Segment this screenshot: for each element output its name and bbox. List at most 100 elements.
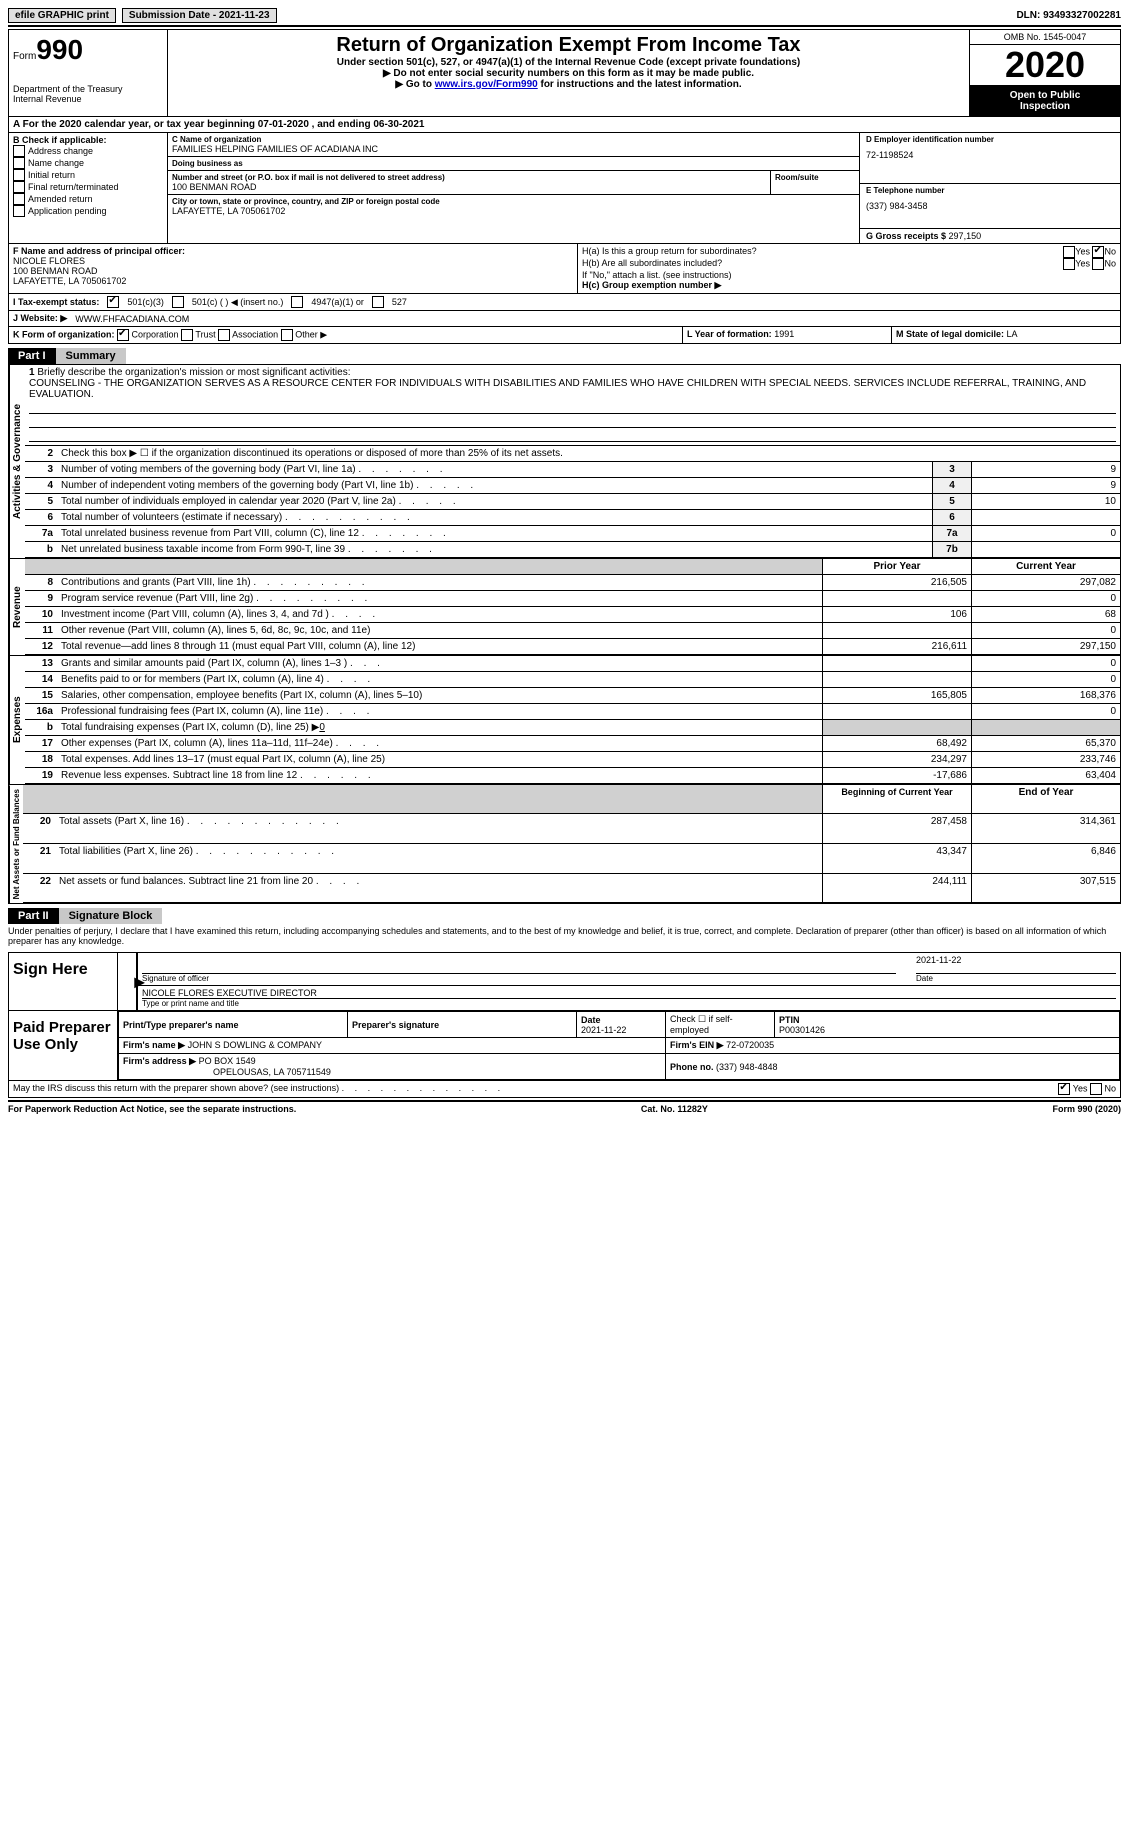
c14: 0 bbox=[972, 672, 1121, 688]
submission-date-value: 2021-11-23 bbox=[219, 10, 270, 21]
c12: 297,150 bbox=[972, 639, 1121, 655]
street-value: 100 BENMAN ROAD bbox=[172, 182, 766, 192]
goto-pre: ▶ Go to bbox=[395, 79, 434, 90]
m-label: M State of legal domicile: bbox=[896, 329, 1007, 339]
c11: 0 bbox=[972, 623, 1121, 639]
hc-label: H(c) Group exemption number ▶ bbox=[582, 280, 1116, 291]
l10-text: Investment income (Part VIII, column (A)… bbox=[61, 609, 329, 620]
chk-address-change[interactable] bbox=[13, 145, 25, 157]
p9 bbox=[823, 591, 972, 607]
chk-app-pending[interactable] bbox=[13, 205, 25, 217]
row-j-website: J Website: ▶ WWW.FHFACADIANA.COM bbox=[8, 311, 1121, 327]
submission-date: Submission Date - 2021-11-23 bbox=[122, 8, 277, 23]
chk-corp[interactable] bbox=[117, 329, 129, 341]
row-a-end: 06-30-2021 bbox=[373, 119, 424, 130]
chk-ha-no[interactable] bbox=[1092, 246, 1104, 258]
c17: 65,370 bbox=[972, 736, 1121, 752]
col-d-ein: D Employer identification number 72-1198… bbox=[859, 133, 1120, 243]
l-year-formation: L Year of formation: 1991 bbox=[683, 327, 892, 343]
l16b-val: 0 bbox=[319, 722, 325, 733]
part1-name: Summary bbox=[56, 348, 126, 364]
principal-officer: F Name and address of principal officer:… bbox=[9, 244, 578, 293]
current-year-hdr: Current Year bbox=[972, 559, 1121, 575]
ha-yes: Yes bbox=[1075, 246, 1090, 256]
website-value: WWW.FHFACADIANA.COM bbox=[75, 314, 189, 324]
i-501c3: 501(c)(3) bbox=[127, 297, 164, 307]
discuss-text: May the IRS discuss this return with the… bbox=[13, 1083, 339, 1093]
hb-yes: Yes bbox=[1075, 258, 1090, 268]
l19-text: Revenue less expenses. Subtract line 18 … bbox=[61, 770, 297, 781]
city-label: City or town, state or province, country… bbox=[172, 197, 855, 206]
j-label: J Website: ▶ bbox=[13, 313, 67, 324]
p16b-grey bbox=[823, 720, 972, 736]
row-a-begin: 07-01-2020 bbox=[258, 119, 309, 130]
chk-discuss-yes[interactable] bbox=[1058, 1083, 1070, 1095]
chk-name-change[interactable] bbox=[13, 157, 25, 169]
eoy-hdr: End of Year bbox=[972, 785, 1121, 814]
irs-link[interactable]: www.irs.gov/Form990 bbox=[435, 79, 538, 90]
ptin-label: PTIN bbox=[779, 1015, 1115, 1025]
chk-initial-return[interactable] bbox=[13, 169, 25, 181]
l3-text: Number of voting members of the governin… bbox=[61, 464, 356, 475]
c16a: 0 bbox=[972, 704, 1121, 720]
l12-text: Total revenue—add lines 8 through 11 (mu… bbox=[61, 641, 415, 652]
opt-app-pending: Application pending bbox=[28, 206, 107, 216]
prior-year-hdr: Prior Year bbox=[823, 559, 972, 575]
k-form-of-org: K Form of organization: Corporation Trus… bbox=[9, 327, 683, 343]
chk-assoc[interactable] bbox=[218, 329, 230, 341]
chk-527[interactable] bbox=[372, 296, 384, 308]
i-501c: 501(c) ( ) ◀ (insert no.) bbox=[192, 297, 283, 308]
self-employed: Check ☐ if self-employed bbox=[666, 1012, 775, 1038]
v3: 9 bbox=[972, 462, 1121, 478]
c16b-grey bbox=[972, 720, 1121, 736]
form-prefix: Form bbox=[13, 51, 36, 62]
p15: 165,805 bbox=[823, 688, 972, 704]
officer-name-title: NICOLE FLORES EXECUTIVE DIRECTOR bbox=[142, 988, 1116, 998]
mission-text: COUNSELING - THE ORGANIZATION SERVES AS … bbox=[29, 378, 1116, 400]
omb-number: OMB No. 1545-0047 bbox=[970, 30, 1120, 45]
l15-text: Salaries, other compensation, employee b… bbox=[61, 690, 422, 701]
c15: 168,376 bbox=[972, 688, 1121, 704]
officer-addr1: 100 BENMAN ROAD bbox=[13, 266, 573, 276]
p11 bbox=[823, 623, 972, 639]
ssn-notice: ▶ Do not enter social security numbers o… bbox=[172, 68, 965, 79]
chk-ha-yes[interactable] bbox=[1063, 246, 1075, 258]
desc-line bbox=[29, 429, 1116, 442]
room-label: Room/suite bbox=[775, 173, 855, 182]
dln-value: 93493327002281 bbox=[1043, 10, 1121, 21]
form-subtitle: Under section 501(c), 527, or 4947(a)(1)… bbox=[172, 57, 965, 68]
firm-addr1: PO BOX 1549 bbox=[199, 1056, 256, 1066]
efile-print-button[interactable]: efile GRAPHIC print bbox=[8, 8, 116, 23]
gross-label: G Gross receipts $ bbox=[866, 231, 949, 241]
chk-trust[interactable] bbox=[181, 329, 193, 341]
form-header: Form990 Department of the Treasury Inter… bbox=[8, 29, 1121, 117]
chk-4947[interactable] bbox=[291, 296, 303, 308]
chk-amended[interactable] bbox=[13, 193, 25, 205]
chk-other[interactable] bbox=[281, 329, 293, 341]
desc-line bbox=[29, 415, 1116, 428]
v7a: 0 bbox=[972, 526, 1121, 542]
l6-text: Total number of volunteers (estimate if … bbox=[61, 512, 282, 523]
f-label: F Name and address of principal officer: bbox=[13, 246, 573, 256]
k-label: K Form of organization: bbox=[13, 329, 115, 339]
firm-phone: (337) 948-4848 bbox=[716, 1062, 778, 1072]
opt-final-return: Final return/terminated bbox=[28, 182, 119, 192]
p18: 234,297 bbox=[823, 752, 972, 768]
c13: 0 bbox=[972, 656, 1121, 672]
internal-revenue: Internal Revenue bbox=[13, 94, 163, 104]
v7b bbox=[972, 542, 1121, 558]
chk-501c3[interactable] bbox=[107, 296, 119, 308]
chk-hb-yes[interactable] bbox=[1063, 258, 1075, 270]
penalty-statement: Under penalties of perjury, I declare th… bbox=[8, 924, 1121, 948]
chk-501c[interactable] bbox=[172, 296, 184, 308]
dept-treasury: Department of the Treasury bbox=[13, 84, 163, 94]
l7b-text: Net unrelated business taxable income fr… bbox=[61, 544, 345, 555]
chk-hb-no[interactable] bbox=[1092, 258, 1104, 270]
opt-amended: Amended return bbox=[28, 194, 93, 204]
open-to-public: Open to Public Inspection bbox=[970, 86, 1120, 116]
entity-block: B Check if applicable: Address change Na… bbox=[8, 133, 1121, 244]
chk-final-return[interactable] bbox=[13, 181, 25, 193]
chk-discuss-no[interactable] bbox=[1090, 1083, 1102, 1095]
sidebar-governance: Activities & Governance bbox=[9, 365, 25, 558]
l21-text: Total liabilities (Part X, line 26) bbox=[59, 846, 193, 857]
